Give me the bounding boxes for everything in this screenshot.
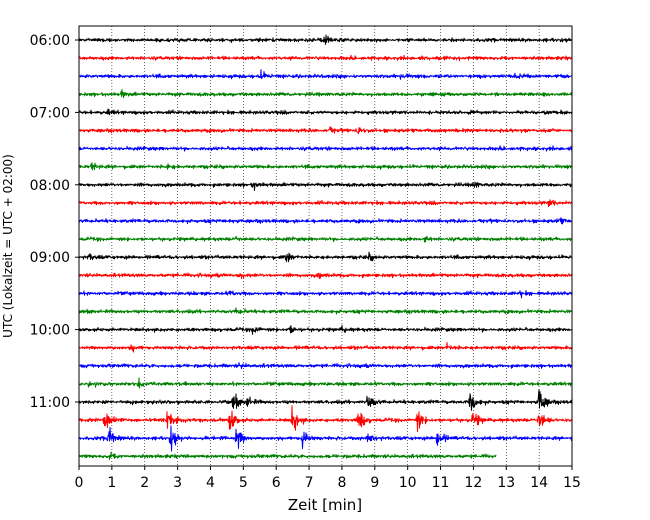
trace-0900	[78, 251, 573, 263]
trace-1015	[78, 342, 573, 353]
trace-1100	[78, 389, 573, 411]
trace-0630	[78, 69, 573, 80]
trace-0915	[78, 272, 573, 280]
x-tick-label: 10	[399, 475, 417, 491]
trace-1000	[78, 324, 573, 335]
x-tick-label: 6	[272, 475, 281, 491]
seismic-traces	[78, 34, 573, 460]
x-tick-label: 7	[305, 475, 314, 491]
trace-0700	[79, 108, 573, 116]
x-axis-label: Zeit [min]	[288, 496, 362, 514]
trace-0600	[78, 34, 573, 45]
x-tick-label: 8	[337, 475, 346, 491]
trace-0930	[78, 289, 573, 299]
x-tick-label: 11	[432, 475, 450, 491]
y-tick-label: 07:00	[30, 105, 70, 121]
x-tick-label: 2	[140, 475, 149, 491]
trace-1145	[78, 451, 497, 460]
x-tick-label: 12	[464, 475, 482, 491]
trace-0815	[78, 199, 573, 208]
x-tick-label: 9	[370, 475, 379, 491]
y-axis-label: UTC (Lokalzeit = UTC + 02:00)	[1, 154, 15, 338]
y-tick-label: 11:00	[30, 395, 70, 411]
trace-0830	[78, 217, 573, 225]
trace-0845	[78, 235, 573, 243]
y-axis-ticks: 06:00 07:00 08:00 09:00 10:00 11:00	[30, 33, 79, 411]
trace-1030	[78, 362, 573, 369]
x-axis-ticks: 0 1 2 3 4 5 6 7 8 9 10 11 12 13 14 15	[75, 466, 581, 491]
y-tick-label: 08:00	[30, 178, 70, 194]
x-tick-label: 4	[206, 475, 215, 491]
trace-0615	[78, 54, 573, 62]
trace-1115	[78, 405, 573, 433]
x-tick-label: 1	[107, 475, 116, 491]
trace-1130	[78, 425, 573, 452]
x-tick-label: 13	[497, 475, 515, 491]
y-tick-label: 06:00	[30, 33, 70, 49]
trace-0945	[78, 307, 573, 315]
grid-lines	[111, 26, 540, 466]
x-tick-label: 15	[563, 475, 581, 491]
x-tick-label: 0	[75, 475, 84, 491]
x-tick-label: 3	[173, 475, 182, 491]
trace-1045	[78, 377, 573, 389]
x-tick-label: 14	[530, 475, 548, 491]
trace-0715	[78, 126, 573, 135]
trace-0800	[79, 181, 573, 191]
trace-0645	[78, 89, 573, 99]
trace-0730	[78, 145, 573, 152]
plot-frame	[78, 25, 573, 467]
y-tick-label: 10:00	[30, 323, 70, 339]
y-tick-label: 09:00	[30, 250, 70, 266]
x-tick-label: 5	[239, 475, 248, 491]
trace-0745	[78, 162, 573, 171]
